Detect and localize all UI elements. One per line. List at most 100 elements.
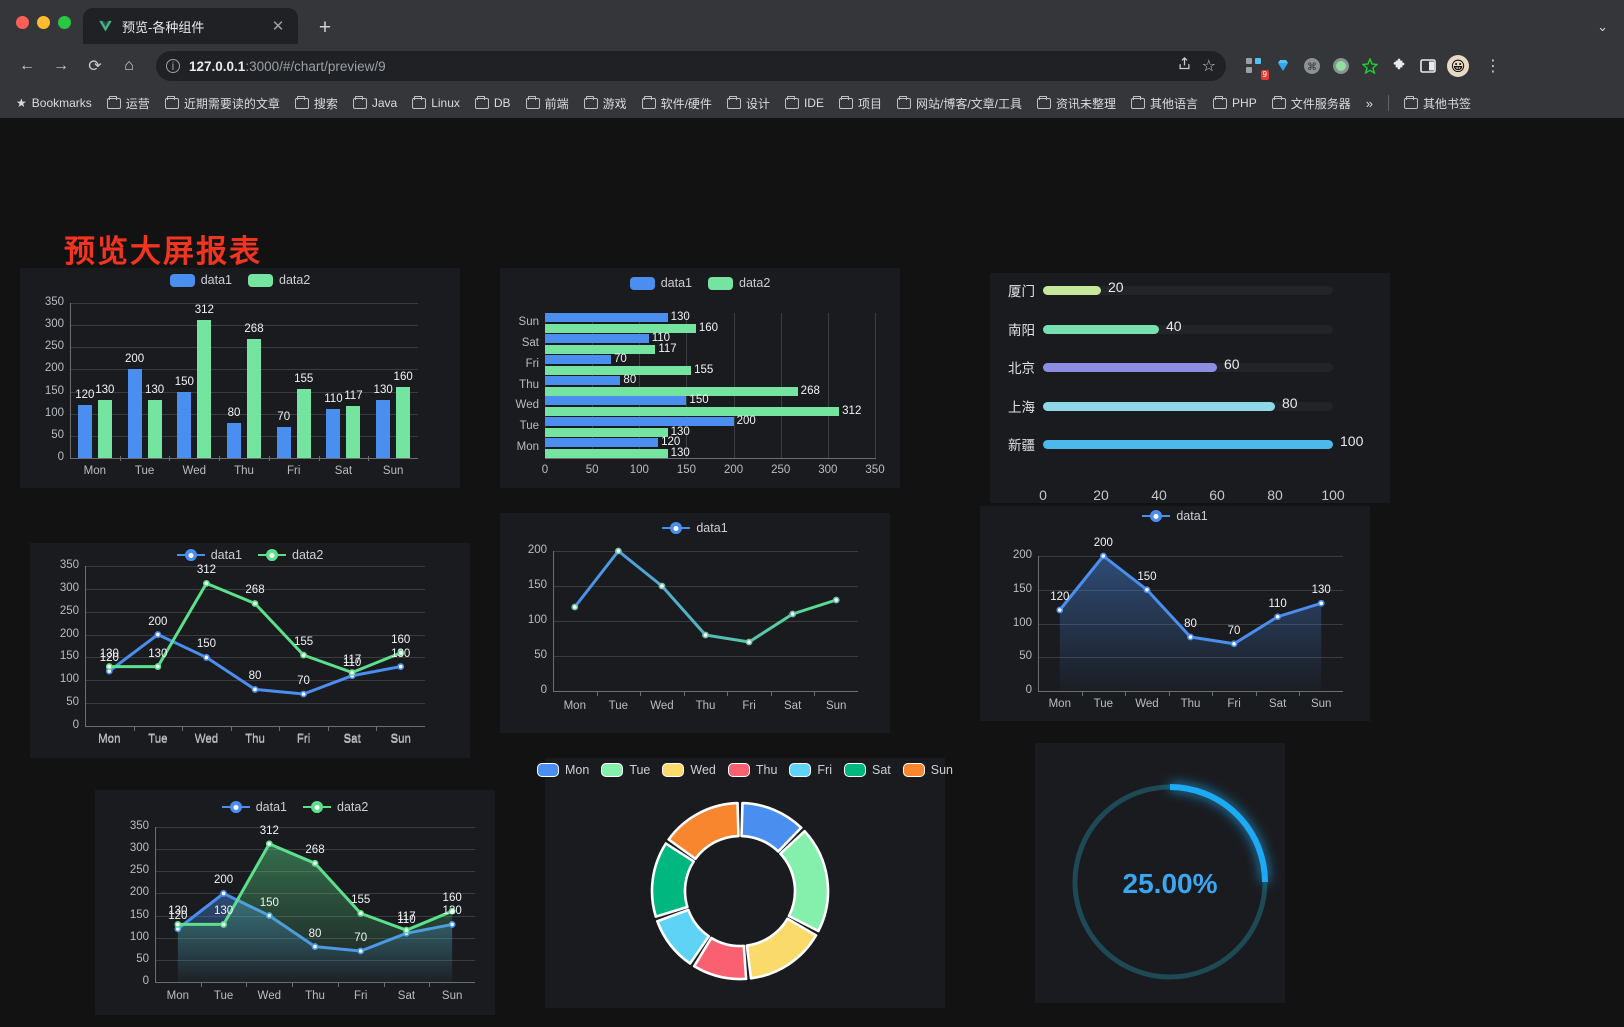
legend-item[interactable]: data2 bbox=[708, 276, 770, 290]
legend-item[interactable]: data1 bbox=[176, 548, 242, 562]
chevron-down-icon[interactable]: ⌄ bbox=[1597, 19, 1608, 34]
point-value-label: 155 bbox=[293, 636, 314, 649]
x-tick-mark bbox=[182, 726, 184, 731]
progress-label: 厦门 bbox=[1008, 284, 1035, 299]
progress-label: 南阳 bbox=[1008, 322, 1035, 338]
legend-item[interactable]: Thu bbox=[727, 763, 777, 777]
donut-slice[interactable] bbox=[656, 908, 711, 965]
command-icon[interactable]: ⌘ bbox=[1302, 56, 1322, 76]
bookmarks-overflow-icon[interactable]: » bbox=[1365, 95, 1373, 111]
point-value-label: 160 bbox=[391, 633, 411, 646]
back-icon[interactable]: ← bbox=[19, 57, 35, 74]
donut-slice[interactable] bbox=[745, 917, 818, 980]
legend-label: Tue bbox=[629, 763, 651, 777]
bookmark-folder[interactable]: 网站/博客/文章/工具 bbox=[891, 92, 1028, 115]
gridline bbox=[70, 369, 418, 371]
window-controls[interactable] bbox=[10, 0, 83, 44]
x-tick-mark bbox=[133, 726, 135, 731]
point-value-label: 155 bbox=[351, 894, 371, 907]
browser-tab[interactable]: 预览-各种组件 ✕ bbox=[83, 8, 298, 44]
legend-item[interactable]: Sun bbox=[902, 763, 953, 777]
y-tick-label: 150 bbox=[59, 650, 79, 663]
site-info-icon[interactable]: i bbox=[166, 59, 180, 73]
line-plot bbox=[1056, 552, 1325, 691]
extension-grid-icon[interactable]: 9 bbox=[1244, 56, 1269, 80]
new-tab-button[interactable]: + bbox=[318, 16, 332, 39]
star-green-icon[interactable] bbox=[1360, 56, 1380, 76]
x-tick-label: Wed bbox=[194, 733, 219, 745]
legend-item[interactable]: Wed bbox=[662, 763, 716, 777]
bookmark-folder[interactable]: 设计 bbox=[721, 92, 776, 115]
legend-item[interactable]: data1 bbox=[1142, 509, 1208, 523]
sidepanel-icon[interactable] bbox=[1418, 56, 1438, 76]
bookmark-folder[interactable]: PHP bbox=[1207, 93, 1263, 113]
bookmark-other[interactable]: 其他书签 bbox=[1398, 92, 1477, 115]
bookmark-folder[interactable]: 运营 bbox=[101, 92, 156, 115]
avatar[interactable]: 😀 bbox=[1447, 55, 1469, 77]
bookmark-folder[interactable]: 软件/硬件 bbox=[636, 92, 718, 115]
legend-item[interactable]: Sat bbox=[844, 763, 891, 777]
bar-value-label: 130 bbox=[95, 384, 115, 397]
x-tick-label: Mon bbox=[563, 700, 586, 712]
y-tick-label: Mon bbox=[516, 440, 539, 453]
x-tick-label: Thu bbox=[695, 700, 716, 712]
x-tick-mark bbox=[376, 726, 378, 731]
legend-item[interactable]: Fri bbox=[789, 763, 832, 777]
reload-icon[interactable]: ⟳ bbox=[88, 58, 102, 75]
donut-slice[interactable] bbox=[740, 801, 803, 853]
bookmark-folder[interactable]: 资讯未整理 bbox=[1031, 92, 1122, 115]
legend-item[interactable]: data1 bbox=[662, 521, 728, 535]
donut-slice[interactable] bbox=[779, 829, 830, 933]
close-icon[interactable]: ✕ bbox=[271, 18, 285, 35]
maximize-window-button[interactable] bbox=[58, 15, 71, 29]
legend-item[interactable]: data2 bbox=[258, 548, 323, 562]
forward-icon[interactable]: → bbox=[53, 57, 69, 74]
bookmark-star-icon[interactable]: ☆ bbox=[1201, 58, 1216, 75]
x-tick-label: Tue bbox=[134, 465, 155, 477]
legend-item[interactable]: data1 bbox=[169, 273, 232, 287]
point-value-label: 80 bbox=[308, 927, 322, 940]
circle-green-icon[interactable] bbox=[1331, 56, 1351, 76]
share-icon[interactable] bbox=[1177, 56, 1192, 76]
x-tick-mark bbox=[337, 982, 339, 987]
progress-label: 新疆 bbox=[1008, 438, 1035, 453]
bookmark-folder[interactable]: 游戏 bbox=[578, 92, 633, 115]
puzzle-icon[interactable] bbox=[1389, 56, 1409, 76]
x-axis bbox=[70, 458, 418, 459]
x-tick-label: 100 bbox=[629, 464, 649, 476]
bookmark-folder[interactable]: 项目 bbox=[833, 92, 888, 115]
bookmark-folder[interactable]: 其他语言 bbox=[1125, 92, 1204, 115]
legend-item[interactable]: data2 bbox=[303, 800, 368, 814]
legend-item[interactable]: Tue bbox=[601, 763, 650, 777]
address-bar[interactable]: i 127.0.0.1:3000/#/chart/preview/9 ☆ bbox=[156, 51, 1226, 81]
bookmark-folder[interactable]: DB bbox=[469, 93, 517, 113]
bookmark-folder[interactable]: Linux bbox=[406, 93, 466, 113]
bookmark-folder[interactable]: 搜索 bbox=[289, 92, 344, 115]
legend-item[interactable]: data1 bbox=[221, 800, 287, 814]
bookmark-folder[interactable]: 前端 bbox=[520, 92, 575, 115]
bookmark-label: Java bbox=[371, 96, 398, 110]
home-icon[interactable]: ⌂ bbox=[124, 57, 134, 74]
donut-slice[interactable] bbox=[650, 842, 695, 918]
donut-slice[interactable] bbox=[692, 936, 748, 981]
bookmark-folder[interactable]: IDE bbox=[779, 93, 830, 113]
vue-icon bbox=[97, 18, 113, 34]
bookmark-folder[interactable]: 近期需要读的文章 bbox=[159, 92, 286, 115]
folder-icon bbox=[784, 95, 799, 109]
legend-item[interactable]: data1 bbox=[629, 276, 692, 290]
diamond-icon[interactable] bbox=[1273, 56, 1293, 76]
y-tick-label: Sat bbox=[521, 337, 539, 350]
page-title: 预览大屏报表 bbox=[64, 234, 262, 269]
browser-menu-icon[interactable]: ⋮ bbox=[1485, 58, 1501, 75]
legend-item[interactable]: data2 bbox=[248, 273, 310, 287]
bar-value-label: 200 bbox=[736, 414, 756, 427]
x-tick-label: Thu bbox=[1180, 698, 1201, 710]
bookmark-folder[interactable]: 文件服务器 bbox=[1266, 92, 1357, 115]
minimize-window-button[interactable] bbox=[37, 15, 50, 29]
legend-item[interactable]: Mon bbox=[536, 763, 589, 777]
bookmarks-divider bbox=[1387, 95, 1389, 111]
bookmark-folder[interactable]: Java bbox=[347, 93, 403, 113]
bookmark-bookmarks[interactable]: ★ Bookmarks bbox=[10, 93, 98, 113]
close-window-button[interactable] bbox=[16, 15, 29, 29]
donut-slice[interactable] bbox=[667, 801, 740, 861]
